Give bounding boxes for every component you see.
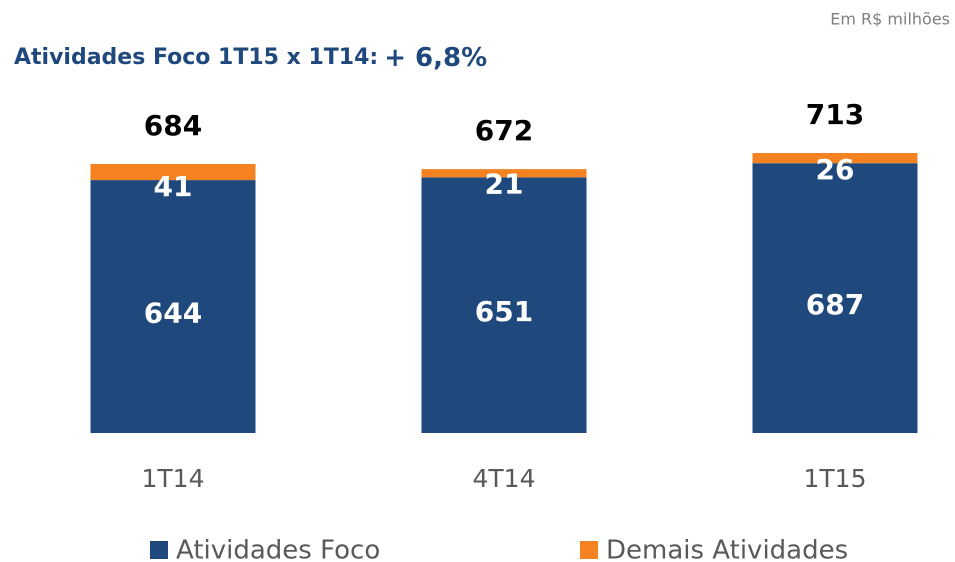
title-highlight: + 6,8%	[384, 43, 487, 73]
data-label: 41	[154, 170, 193, 203]
data-label: 687	[806, 288, 864, 321]
bar-segment	[90, 163, 256, 181]
bar-segment	[752, 153, 918, 164]
legend-swatch	[150, 541, 168, 559]
unit-note: Em R$ milhões	[830, 10, 950, 29]
data-label: 651	[475, 295, 533, 328]
bar-segment	[752, 163, 918, 433]
legend-label: Demais Atividades	[606, 536, 848, 562]
x-tick-label: 4T14	[473, 464, 536, 493]
chart-title: Atividades Foco 1T15 x 1T14: + 6,8%	[14, 43, 487, 73]
bar-segment	[421, 169, 587, 178]
total-label: 672	[475, 114, 533, 147]
total-label: 684	[144, 109, 202, 142]
title-text: Atividades Foco 1T15 x 1T14:	[14, 45, 378, 70]
x-tick-label: 1T14	[142, 464, 205, 493]
data-label: 644	[144, 297, 202, 330]
bar-segment	[90, 180, 256, 433]
x-tick-label: 1T15	[804, 464, 867, 493]
data-label: 26	[816, 153, 855, 186]
legend-label: Atividades Foco	[176, 536, 380, 562]
data-label: 21	[485, 167, 524, 200]
total-label: 713	[806, 98, 864, 131]
bar-segment	[421, 177, 587, 433]
legend-swatch	[580, 541, 598, 559]
